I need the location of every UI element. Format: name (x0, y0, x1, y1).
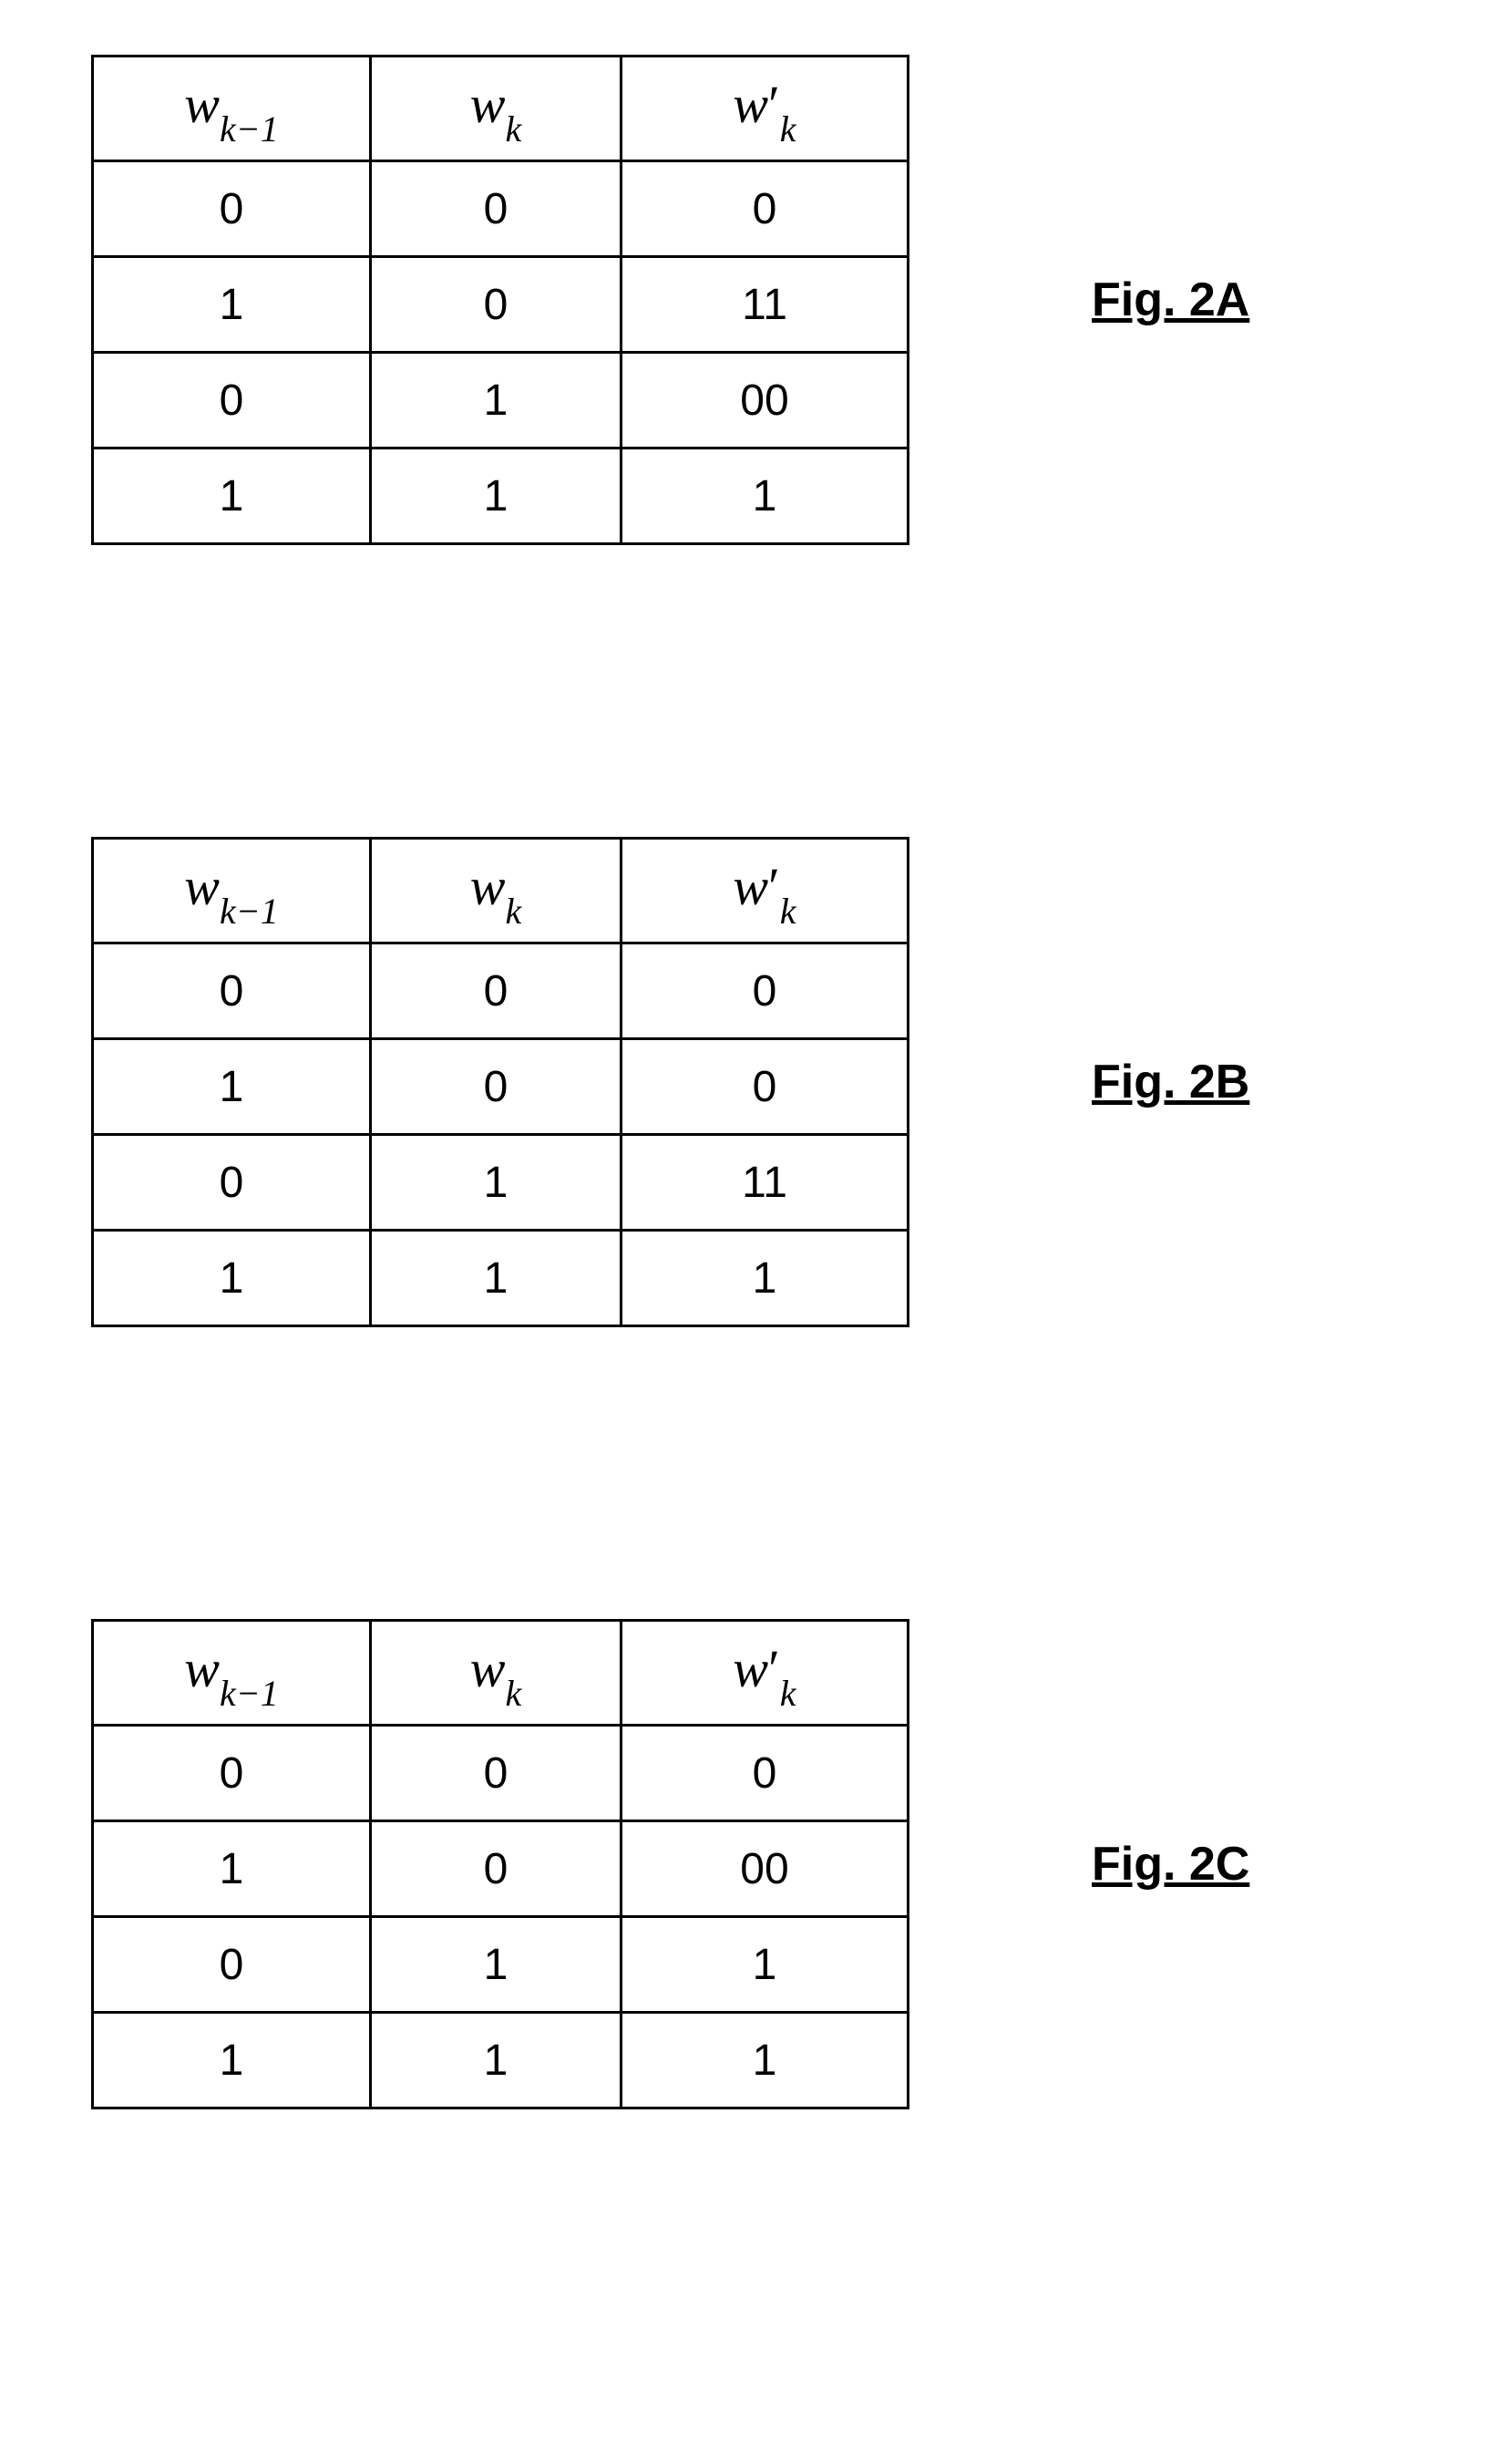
table-row: 1 0 11 (93, 257, 909, 353)
header-col1-sub: k−1 (220, 108, 279, 149)
table-row: 0 1 00 (93, 353, 909, 448)
header-col1-base: w (184, 1639, 220, 1698)
page-container: wk−1 wk w′k 0 0 0 1 0 11 0 1 (0, 0, 1510, 2292)
table-2b: wk−1 wk w′k 0 0 0 1 0 0 0 1 (91, 837, 909, 1327)
caption-2c: Fig. 2C (1092, 1837, 1249, 1892)
cell: 11 (621, 257, 909, 353)
header-col3-sub: k (780, 1673, 796, 1714)
header-col3-prime: ′ (768, 857, 780, 916)
cell: 0 (371, 943, 621, 1039)
cell: 1 (371, 1231, 621, 1326)
cell: 0 (93, 353, 371, 448)
header-col1-base: w (184, 75, 220, 134)
header-col3-base: w (733, 857, 768, 916)
header-col3-base: w (733, 1639, 768, 1698)
cell: 0 (621, 943, 909, 1039)
header-col1: wk−1 (93, 839, 371, 943)
table-header-row: wk−1 wk w′k (93, 1621, 909, 1726)
cell: 1 (371, 2013, 621, 2108)
cell: 0 (621, 1039, 909, 1135)
figure-2b-row: wk−1 wk w′k 0 0 0 1 0 0 0 1 (91, 837, 1437, 1327)
cell: 0 (371, 1039, 621, 1135)
table-row: 1 0 00 (93, 1821, 909, 1917)
cell: 1 (621, 1231, 909, 1326)
header-col3-prime: ′ (768, 75, 780, 134)
header-col1-sub: k−1 (220, 1673, 279, 1714)
cell: 0 (93, 1917, 371, 2013)
table-row: 0 0 0 (93, 161, 909, 257)
header-col2-base: w (470, 75, 506, 134)
figure-2a-row: wk−1 wk w′k 0 0 0 1 0 11 0 1 (91, 55, 1437, 545)
cell: 1 (371, 1917, 621, 2013)
cell: 1 (93, 2013, 371, 2108)
header-col1-sub: k−1 (220, 891, 279, 932)
cell: 0 (93, 943, 371, 1039)
header-col2-base: w (470, 1639, 506, 1698)
cell: 0 (371, 161, 621, 257)
table-row: 0 0 0 (93, 1726, 909, 1821)
header-col1: wk−1 (93, 1621, 371, 1726)
cell: 0 (621, 1726, 909, 1821)
header-col3-prime: ′ (768, 1639, 780, 1698)
cell: 11 (621, 1135, 909, 1231)
header-col2-base: w (470, 857, 506, 916)
cell: 0 (371, 1821, 621, 1917)
cell: 1 (371, 353, 621, 448)
header-col2: wk (371, 57, 621, 161)
header-col3-sub: k (780, 891, 796, 932)
cell: 00 (621, 1821, 909, 1917)
header-col1-base: w (184, 857, 220, 916)
cell: 1 (93, 1821, 371, 1917)
cell: 1 (93, 1231, 371, 1326)
header-col3-base: w (733, 75, 768, 134)
cell: 1 (371, 448, 621, 544)
cell: 1 (371, 1135, 621, 1231)
header-col1: wk−1 (93, 57, 371, 161)
cell: 0 (93, 161, 371, 257)
table-header-row: wk−1 wk w′k (93, 57, 909, 161)
caption-2a: Fig. 2A (1092, 273, 1249, 327)
cell: 1 (621, 2013, 909, 2108)
header-col3-sub: k (780, 108, 796, 149)
cell: 0 (371, 1726, 621, 1821)
table-header-row: wk−1 wk w′k (93, 839, 909, 943)
caption-2b: Fig. 2B (1092, 1055, 1249, 1109)
table-row: 1 1 1 (93, 448, 909, 544)
header-col3: w′k (621, 57, 909, 161)
header-col3: w′k (621, 839, 909, 943)
header-col2-sub: k (505, 1673, 521, 1714)
table-2c: wk−1 wk w′k 0 0 0 1 0 00 0 1 (91, 1619, 909, 2109)
header-col2: wk (371, 1621, 621, 1726)
table-row: 0 0 0 (93, 943, 909, 1039)
cell: 1 (93, 257, 371, 353)
cell: 0 (371, 257, 621, 353)
header-col3: w′k (621, 1621, 909, 1726)
header-col2: wk (371, 839, 621, 943)
cell: 1 (93, 1039, 371, 1135)
figure-2c-row: wk−1 wk w′k 0 0 0 1 0 00 0 1 (91, 1619, 1437, 2109)
cell: 0 (93, 1726, 371, 1821)
table-row: 1 1 1 (93, 1231, 909, 1326)
cell: 00 (621, 353, 909, 448)
table-row: 0 1 11 (93, 1135, 909, 1231)
cell: 1 (93, 448, 371, 544)
cell: 0 (621, 161, 909, 257)
table-2a: wk−1 wk w′k 0 0 0 1 0 11 0 1 (91, 55, 909, 545)
table-row: 0 1 1 (93, 1917, 909, 2013)
header-col2-sub: k (505, 891, 521, 932)
cell: 0 (93, 1135, 371, 1231)
cell: 1 (621, 448, 909, 544)
cell: 1 (621, 1917, 909, 2013)
table-row: 1 1 1 (93, 2013, 909, 2108)
table-row: 1 0 0 (93, 1039, 909, 1135)
header-col2-sub: k (505, 108, 521, 149)
